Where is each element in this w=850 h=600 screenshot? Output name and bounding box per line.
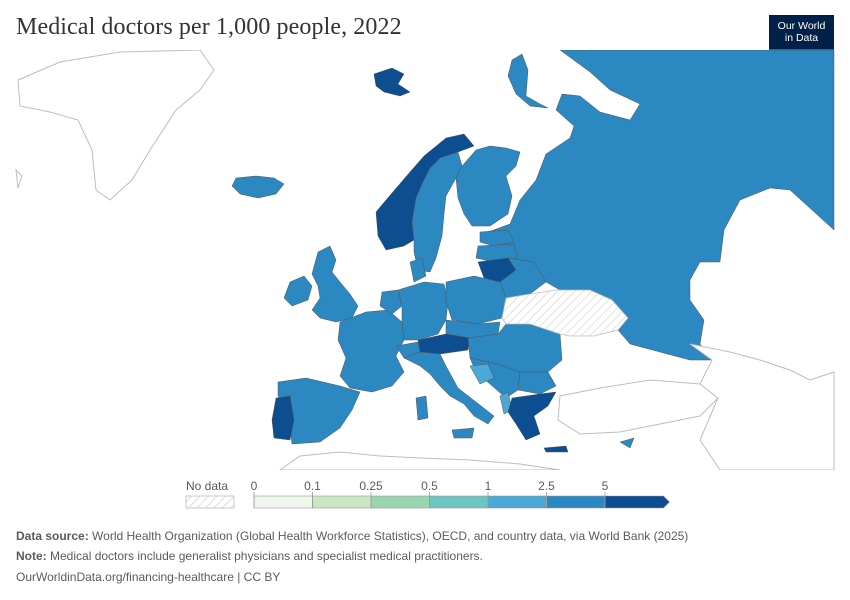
note-label: Note: (16, 549, 47, 563)
region-italy[interactable] (403, 351, 495, 425)
region-poland[interactable] (445, 275, 507, 325)
legend-label-5: 2.5 (538, 479, 555, 493)
source-label: Data source: (16, 529, 89, 543)
legend-bins: 0 0.1 0.25 0.5 1 2.5 5 (251, 479, 670, 509)
owid-logo[interactable]: Our World in Data (769, 15, 834, 52)
logo-line-2: in Data (784, 32, 819, 44)
region-novaya-zemlya[interactable] (507, 53, 549, 109)
region-svalbard[interactable] (373, 67, 411, 97)
region-bosnia[interactable] (469, 363, 495, 385)
legend-swatch-0[interactable] (253, 495, 313, 509)
region-bulgaria[interactable] (517, 371, 557, 395)
arctic-island-outline (15, 168, 23, 189)
region-finland[interactable] (455, 145, 521, 227)
region-crete[interactable] (543, 445, 569, 453)
region-portugal[interactable] (271, 395, 295, 441)
europe-map (15, 50, 835, 470)
north-africa-outline (279, 451, 561, 470)
legend-swatch-1[interactable] (312, 495, 372, 509)
legend-label-2: 0.25 (359, 479, 383, 493)
legend-label-0: 0 (251, 479, 258, 493)
region-benelux[interactable] (379, 289, 403, 315)
region-ireland[interactable] (283, 275, 313, 307)
footer-note: Note: Medical doctors include generalist… (16, 549, 483, 563)
legend-swatch-2[interactable] (370, 495, 430, 509)
region-france[interactable] (337, 309, 405, 393)
region-estonia[interactable] (479, 229, 515, 247)
region-germany[interactable] (397, 281, 449, 341)
source-text: World Health Organization (Global Health… (92, 529, 689, 543)
region-sweden[interactable] (411, 151, 463, 273)
legend-label-3: 0.5 (421, 479, 438, 493)
legend-swatch-3[interactable] (429, 495, 489, 509)
legend-swatch-6[interactable] (604, 495, 670, 509)
legend-label-1: 0.1 (304, 479, 321, 493)
legend-label-4: 1 (485, 479, 492, 493)
region-ukraine[interactable] (501, 289, 629, 337)
no-data-label: No data (186, 479, 228, 493)
region-denmark[interactable] (409, 257, 427, 283)
chart-title: Medical doctors per 1,000 people, 2022 (16, 14, 402, 40)
logo-line-1: Our World (777, 20, 826, 32)
note-text: Medical doctors include generalist physi… (50, 549, 483, 563)
legend-swatch-4[interactable] (487, 495, 547, 509)
no-data-swatch (185, 495, 235, 509)
caucasus-outline (689, 343, 835, 470)
region-iceland[interactable] (231, 175, 285, 199)
map-legend: No data 0 0.1 0.25 0.5 1 2.5 5 (185, 479, 670, 509)
region-turkey[interactable] (557, 379, 719, 435)
region-sardinia[interactable] (415, 395, 429, 421)
region-cyprus[interactable] (619, 437, 635, 449)
legend-label-6: 5 (602, 479, 609, 493)
footer-url[interactable]: OurWorldinData.org/financing-healthcare … (16, 570, 281, 584)
greenland-outline (17, 50, 215, 201)
region-united-kingdom[interactable] (311, 245, 359, 323)
region-greece[interactable] (507, 391, 557, 441)
footer-source: Data source: World Health Organization (… (16, 529, 688, 543)
legend-swatch-5[interactable] (546, 495, 606, 509)
region-sicily[interactable] (451, 427, 475, 439)
